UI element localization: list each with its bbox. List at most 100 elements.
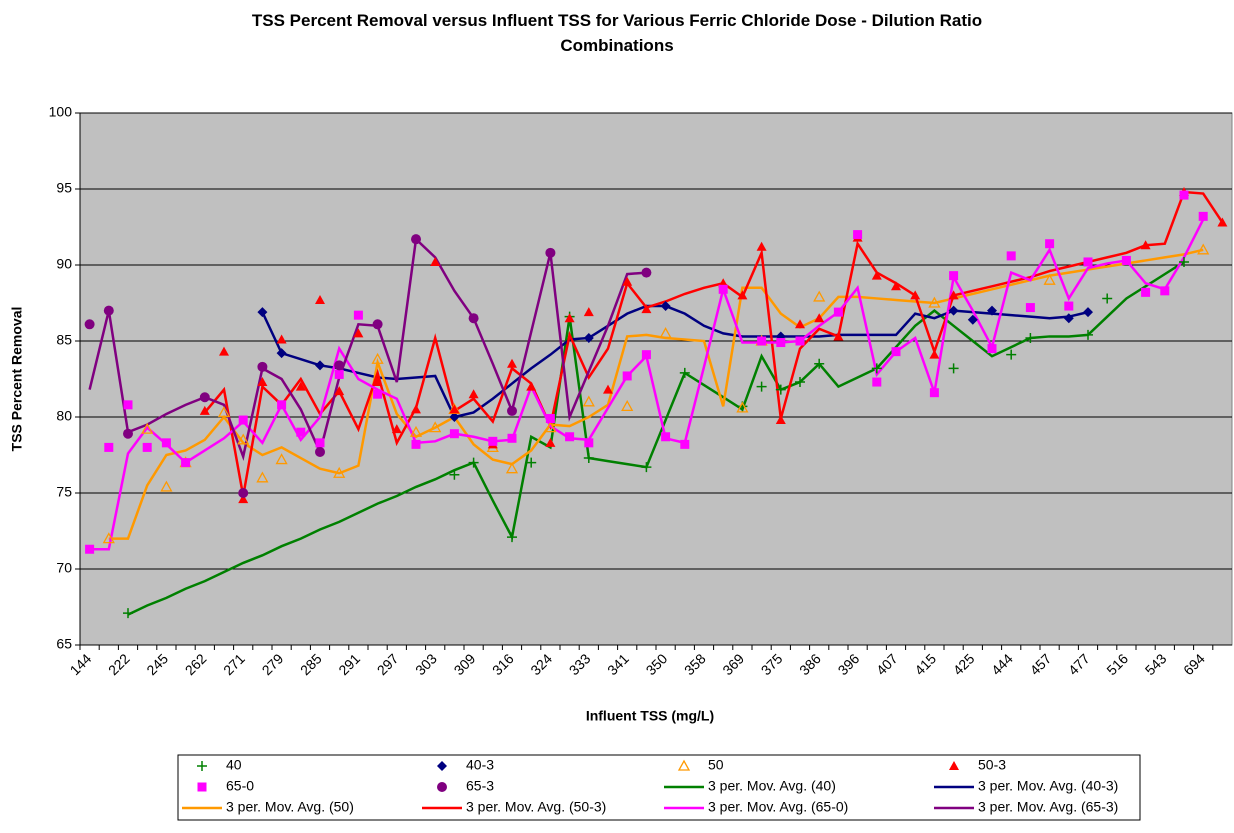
marker [1198, 211, 1208, 221]
marker [1102, 293, 1113, 304]
marker [1217, 217, 1228, 227]
moving-average-line [88, 236, 647, 461]
marker [507, 532, 517, 543]
marker [871, 270, 882, 280]
marker [257, 307, 268, 318]
marker [1083, 257, 1093, 267]
marker [488, 436, 498, 446]
marker [583, 307, 594, 317]
marker [141, 422, 154, 434]
marker [468, 457, 479, 468]
y-tick-label: 75 [56, 484, 72, 500]
marker [123, 400, 133, 410]
legend-box [177, 754, 1141, 821]
marker [1025, 332, 1036, 343]
marker [929, 349, 940, 359]
marker [507, 433, 517, 443]
y-tick-label: 95 [56, 180, 72, 196]
marker [507, 358, 517, 368]
x-tick-label: 341 [604, 650, 632, 678]
marker [756, 241, 767, 251]
x-tick-label: 386 [796, 650, 824, 678]
marker [928, 296, 941, 308]
legend-label: 3 per. Mov. Avg. (65-3) [978, 799, 1118, 815]
legend-label: 50 [708, 757, 724, 773]
marker [621, 400, 634, 412]
marker [238, 494, 249, 504]
marker [1179, 256, 1189, 267]
marker [622, 371, 632, 381]
legend-label: 3 per. Mov. Avg. (50) [226, 799, 354, 815]
marker [680, 439, 690, 449]
y-tick-label: 65 [56, 636, 72, 652]
marker [123, 608, 133, 619]
marker [544, 421, 557, 433]
marker [526, 381, 537, 391]
x-tick-label: 222 [105, 650, 133, 678]
marker [1006, 349, 1017, 360]
marker [295, 381, 306, 391]
marker [814, 313, 825, 323]
marker [449, 404, 460, 414]
marker [296, 427, 306, 437]
x-tick-label: 516 [1103, 650, 1131, 678]
x-tick-label: 285 [297, 650, 325, 678]
marker [372, 377, 383, 387]
marker [775, 415, 786, 425]
marker [237, 433, 250, 445]
marker [1179, 190, 1189, 200]
marker [391, 424, 402, 434]
marker [814, 358, 825, 369]
marker [505, 462, 519, 474]
marker [315, 360, 325, 371]
x-tick-label: 245 [143, 650, 171, 678]
x-tick-label: 333 [566, 650, 594, 678]
marker [181, 458, 191, 468]
marker [583, 453, 594, 464]
legend-label: 3 per. Mov. Avg. (65-0) [708, 799, 848, 815]
marker [949, 271, 959, 281]
marker [891, 281, 901, 291]
legend-label: 3 per. Mov. Avg. (40-3) [978, 778, 1118, 794]
x-tick-label: 271 [220, 650, 248, 678]
chart-title: TSS Percent Removal versus Influent TSS … [251, 11, 983, 55]
x-tick-label: 144 [67, 650, 95, 678]
marker [1197, 243, 1210, 255]
marker [736, 401, 749, 413]
marker [1140, 240, 1151, 250]
marker [660, 301, 671, 312]
marker [526, 457, 537, 468]
marker [641, 267, 652, 278]
legend-swatch [197, 782, 207, 792]
marker [1160, 286, 1170, 296]
marker [582, 395, 595, 407]
marker [545, 437, 556, 447]
legend-swatch [197, 761, 207, 771]
x-tick-label: 324 [527, 650, 555, 678]
marker [142, 442, 152, 452]
marker [545, 247, 556, 258]
legend-swatch [949, 761, 959, 770]
x-tick-label: 369 [719, 650, 747, 678]
legend-swatch [677, 759, 691, 771]
x-axis-label: Influent TSS (mg/L) [586, 708, 714, 724]
marker [334, 386, 345, 396]
marker [372, 319, 383, 330]
marker [1083, 329, 1093, 340]
marker [987, 305, 997, 316]
marker [833, 331, 844, 341]
marker [160, 480, 173, 492]
marker [256, 471, 269, 483]
marker [948, 290, 959, 300]
y-tick-label: 80 [56, 408, 72, 424]
marker [333, 466, 346, 478]
marker [373, 389, 383, 399]
marker [929, 388, 939, 398]
marker [564, 313, 575, 323]
marker [659, 327, 672, 339]
marker [409, 425, 423, 437]
marker [468, 313, 479, 324]
marker [103, 305, 114, 316]
y-tick-label: 90 [56, 256, 72, 272]
